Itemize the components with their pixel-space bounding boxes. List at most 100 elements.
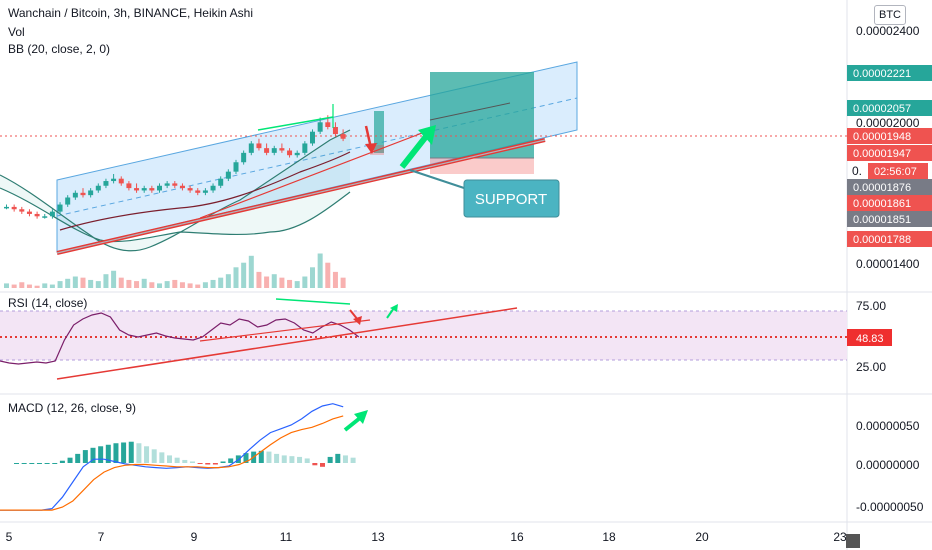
candle <box>279 143 285 153</box>
candle <box>103 178 109 189</box>
volume-bar <box>264 276 270 288</box>
candle <box>317 117 323 135</box>
rsi-trend-line <box>199 319 371 342</box>
macd-histogram-bar <box>113 443 119 463</box>
candle <box>88 188 94 198</box>
rsi-divergence-line <box>275 298 351 305</box>
macd-histogram-bar <box>197 463 203 464</box>
red-down-arrow-icon <box>364 125 377 154</box>
long-position-target[interactable] <box>430 72 534 158</box>
volume-bar <box>340 277 346 288</box>
volume-bar <box>72 276 78 288</box>
price-label: 0.00001861 <box>853 198 911 210</box>
macd-histogram-bar <box>151 449 157 463</box>
y-tick-label: 0.00002000 <box>856 116 920 130</box>
currency-button[interactable]: BTC <box>874 5 906 25</box>
macd-histogram-bar <box>128 441 134 463</box>
volume-bar <box>187 283 193 288</box>
macd-tick-label: -0.00000050 <box>856 500 924 514</box>
candle <box>202 188 208 196</box>
macd-histogram-bar <box>274 453 280 463</box>
macd-histogram-bar <box>205 463 211 465</box>
rsi-tick-label: 75.00 <box>856 299 886 313</box>
volume-bar <box>210 279 216 288</box>
settings-corner-icon[interactable] <box>846 534 860 548</box>
volume-bar <box>34 285 40 288</box>
trend-line-inner <box>199 129 431 219</box>
rsi-current-badge <box>847 329 892 346</box>
macd-histogram-bar <box>182 459 188 463</box>
candle <box>271 145 277 156</box>
rsi-support-line <box>56 307 518 380</box>
bollinger-fill <box>0 130 350 251</box>
price-label-badge <box>847 65 932 81</box>
candle <box>4 204 9 210</box>
macd-histogram-bar <box>36 463 42 464</box>
price-label: 0.00002057 <box>853 103 911 115</box>
macd-histogram-bar <box>304 458 310 463</box>
macd-histogram-bar <box>67 457 73 463</box>
macd-histogram-bar <box>243 453 249 463</box>
support-callout[interactable] <box>463 179 560 218</box>
volume-bar <box>248 255 254 288</box>
rsi-band <box>0 311 847 360</box>
rsi-green-up-arrow-icon <box>386 304 398 319</box>
volume-bar <box>149 282 155 288</box>
candle <box>340 129 346 142</box>
volume-bar <box>134 281 140 288</box>
macd-histogram-bar <box>144 446 150 463</box>
volume-bar <box>65 278 71 288</box>
candle <box>95 183 101 193</box>
macd-histogram-bar <box>312 463 318 466</box>
macd-histogram-bar <box>320 463 325 467</box>
candle <box>264 143 270 156</box>
candle <box>57 202 63 214</box>
bollinger-basis <box>59 151 351 231</box>
candle <box>118 176 124 186</box>
rsi-line <box>0 312 360 365</box>
signal-line <box>0 415 344 511</box>
candle <box>225 169 231 182</box>
candle <box>134 183 140 193</box>
rsi-current-value: 48.83 <box>856 333 884 345</box>
macd-histogram-bar <box>21 463 27 464</box>
macd-histogram-bar <box>136 443 142 463</box>
volume-bar <box>287 279 293 288</box>
candle <box>195 188 201 196</box>
x-tick-label: 11 <box>280 530 293 544</box>
volume-bar <box>279 277 285 288</box>
candle <box>164 181 170 189</box>
candle <box>187 185 193 193</box>
macd-title: MACD (12, 26, close, 9) <box>8 401 136 415</box>
long-position-stop[interactable] <box>430 158 534 174</box>
candle <box>210 183 216 193</box>
volume-bar <box>26 284 32 288</box>
macd-histogram-bar <box>281 455 287 463</box>
volume-bar <box>157 283 162 288</box>
price-label-badge <box>847 145 932 161</box>
macd-histogram-bar <box>335 453 341 463</box>
macd-histogram-bar <box>90 447 96 463</box>
volume-bar <box>317 253 323 288</box>
volume-bar <box>126 279 132 288</box>
volume-bar <box>57 281 63 288</box>
price-label-badge <box>868 163 928 179</box>
time-axis[interactable]: 5 7 9 11 13 16 18 20 23 <box>6 530 847 544</box>
macd-line <box>0 403 344 511</box>
price-label-badge <box>847 195 932 211</box>
green-up-arrow-icon <box>399 125 436 169</box>
candle <box>72 190 78 200</box>
volume-bar <box>302 276 308 288</box>
candle <box>241 150 247 165</box>
volume-bar <box>164 281 170 288</box>
price-label-badge <box>847 179 932 195</box>
candles-group <box>4 115 346 219</box>
volume-bar <box>332 271 338 288</box>
volume-group <box>4 253 346 288</box>
candle <box>256 138 262 151</box>
y-tick-label: 0.00001400 <box>856 257 920 271</box>
macd-histogram-bar <box>59 460 65 463</box>
price-label: 0.00001788 <box>853 234 911 246</box>
candle <box>310 129 315 146</box>
